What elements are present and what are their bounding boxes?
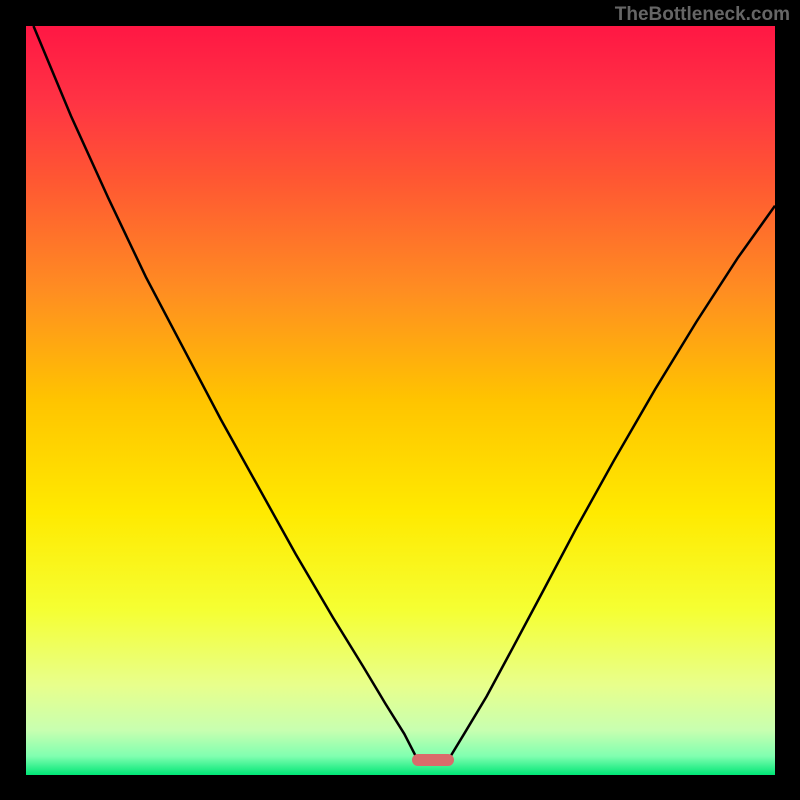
watermark-text: TheBottleneck.com	[615, 4, 790, 26]
left-curve	[33, 26, 416, 759]
minimum-marker	[412, 754, 454, 766]
curve-layer	[26, 26, 775, 775]
right-curve	[449, 206, 775, 759]
chart-container	[26, 26, 775, 775]
